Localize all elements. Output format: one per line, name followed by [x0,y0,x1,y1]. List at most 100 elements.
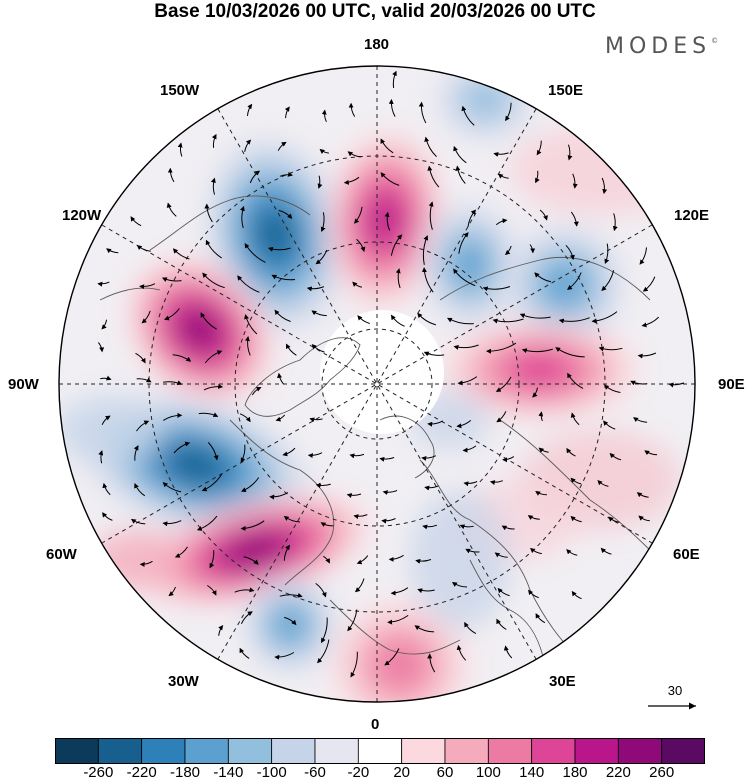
wind-vector [306,286,325,292]
wind-vector [346,493,362,498]
wind-vector [534,272,552,283]
wind-vector [456,420,472,429]
reference-vector-value: 30 [667,683,683,698]
wind-vector [247,103,253,117]
wind-vector [639,247,647,265]
anomaly-band [90,530,190,590]
wind-vector [134,482,146,497]
colorbar-tick-label: -220 [126,764,157,781]
wind-vector [572,173,578,189]
wind-vector [415,558,432,564]
wind-vector [249,170,261,184]
colorbar-segment [271,738,316,764]
wind-vector [133,445,139,461]
wind-vector [166,202,177,217]
wind-vector [390,587,409,596]
wind-vector [482,286,511,292]
lon-label-120e: 120E [674,207,710,224]
colorbar-tick-label: 60 [436,764,454,781]
wind-vector [271,274,296,281]
wind-vector [457,376,478,386]
wind-vector [203,383,224,391]
graticule [59,66,695,702]
colorbar-segment [314,738,359,764]
colorbar-tick-label: 100 [475,764,501,781]
wind-vector [354,578,365,593]
wind-vector [279,171,293,177]
wind-vector [381,518,396,524]
wind-vector [388,554,404,562]
wind-vector [418,101,427,124]
wind-vector [502,456,515,463]
wind-vector [384,211,391,231]
wind-vector [521,348,553,354]
wind-vector [320,522,334,528]
wind-vector [161,277,182,282]
wind-vector [101,319,108,330]
wind-vector [591,311,618,324]
wind-vector [414,625,435,633]
wind-vector [239,647,250,659]
wind-vector [210,177,216,195]
wind-vector [267,246,291,252]
wind-vector [283,544,290,561]
wind-vector [172,354,192,362]
wind-vector [347,609,358,632]
wind-vector [311,310,327,317]
colorbar-segment [487,738,533,764]
brand-logo: MODES© [605,34,718,59]
wind-vector [423,351,445,357]
colorbar-segment [184,738,229,764]
wind-vector [570,412,580,426]
wind-vector [536,140,542,156]
wind-vector [278,209,293,219]
colorbar-tick-label: -20 [347,764,370,781]
wind-vector [168,586,176,597]
wind-vector [172,248,190,260]
wind-vector [453,145,467,164]
wind-vector [198,412,219,417]
colorbar-tick-label: 260 [649,764,675,781]
colorbar-segment [141,738,186,764]
wind-vector [462,445,477,453]
arrow-right-icon [648,702,696,710]
lon-label-30e: 30E [549,673,576,690]
pole-cap [320,310,444,434]
wind-vector [139,560,153,567]
wind-vector [608,516,620,523]
wind-vector [497,173,509,179]
wind-vector [136,420,150,432]
wind-vector [354,206,363,224]
anomaly-band [410,490,510,630]
lon-label-60e: 60E [673,546,700,563]
wind-vector [558,317,590,324]
wind-vector [284,616,297,626]
colorbar-segment [97,738,143,764]
wind-vector [467,209,477,227]
wind-vector [251,386,262,396]
colorbar-tick-label: 220 [605,764,631,781]
wind-vector [163,380,183,386]
wind-vector [388,98,396,117]
colorbar-segment [357,738,403,764]
wind-vector [535,170,540,184]
wind-vector [200,312,217,330]
wind-vector [495,218,508,226]
wind-vector [218,625,224,636]
wind-vector [447,317,474,325]
wind-vector [343,176,360,185]
map-border [58,65,696,703]
wind-vector [555,347,585,358]
wind-vector [527,515,540,520]
colorbar-segment [401,738,446,764]
coastlines [99,195,661,666]
wind-vector [424,136,437,158]
wind-vector [566,272,582,290]
wind-vector [382,489,398,495]
wind-vector [459,524,474,530]
wind-vector [317,639,330,664]
brand-text: MODES [605,34,712,59]
wind-vector [380,138,394,154]
wind-vector [173,441,191,454]
wind-vector [387,614,409,625]
